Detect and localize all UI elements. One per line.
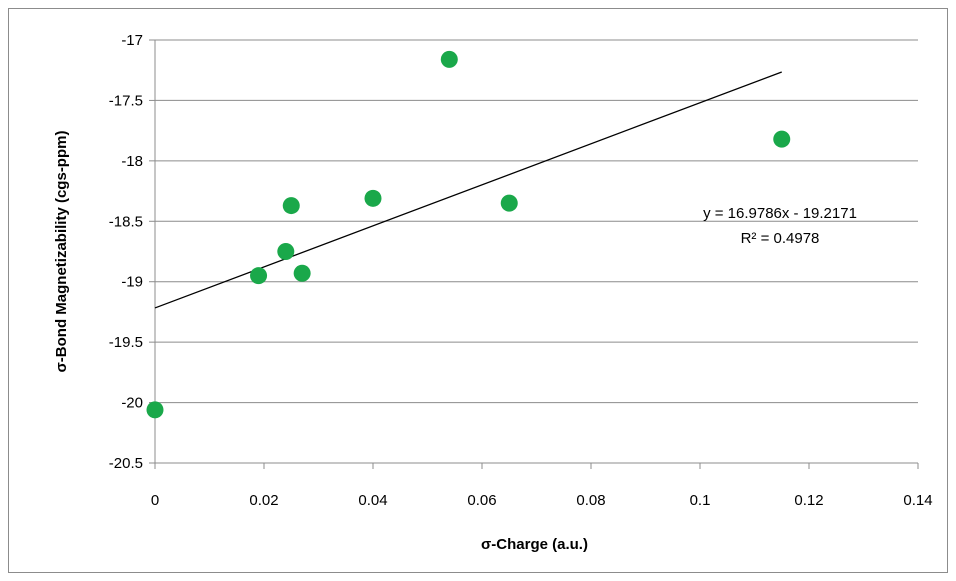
y-tick-label: -17: [121, 32, 143, 49]
trendline-equation: y = 16.9786x - 19.2171: [703, 205, 857, 222]
x-axis-title: σ-Charge (a.u.): [481, 536, 588, 553]
gridlines: [149, 39, 918, 464]
x-tick-label: 0.14: [903, 492, 932, 509]
y-tick-label: -20.5: [109, 455, 143, 472]
y-tick-label: -18.5: [109, 213, 143, 230]
y-tick-label: -20: [121, 395, 143, 412]
x-tick-label: 0.08: [576, 492, 605, 509]
data-point: [440, 50, 458, 68]
y-tick-label: -17.5: [109, 92, 143, 109]
data-point: [364, 189, 382, 207]
x-tick-label: 0.06: [467, 492, 496, 509]
y-axis-title: σ-Bond Magnetizability (cgs-ppm): [53, 131, 70, 373]
chart-frame: [8, 8, 948, 573]
data-points: [146, 50, 791, 419]
r-squared-label: R² = 0.4978: [741, 230, 820, 247]
data-point: [250, 267, 268, 285]
x-tick-label: 0.1: [690, 492, 711, 509]
data-point: [146, 401, 164, 419]
x-tick-labels: 0 0.02 0.04 0.06 0.08 0.1 0.12 0.14: [151, 463, 933, 509]
data-point: [282, 197, 300, 215]
data-point: [773, 130, 791, 148]
trendline-group: [154, 71, 782, 309]
x-tick-label: 0.02: [249, 492, 278, 509]
x-tick-label: 0.12: [794, 492, 823, 509]
x-tick-label: 0: [151, 492, 159, 509]
y-tick-labels: -17 -17.5 -18 -18.5 -19 -19.5 -20 -20.5: [109, 32, 143, 472]
data-point: [293, 264, 311, 282]
y-tick-label: -19: [121, 274, 143, 291]
data-point: [277, 243, 295, 260]
data-point: [500, 194, 518, 212]
trendline: [154, 71, 782, 309]
x-tick-label: 0.04: [358, 492, 387, 509]
y-tick-label: -19.5: [109, 334, 143, 351]
y-tick-label: -18: [121, 153, 143, 170]
axes: [154, 40, 918, 464]
